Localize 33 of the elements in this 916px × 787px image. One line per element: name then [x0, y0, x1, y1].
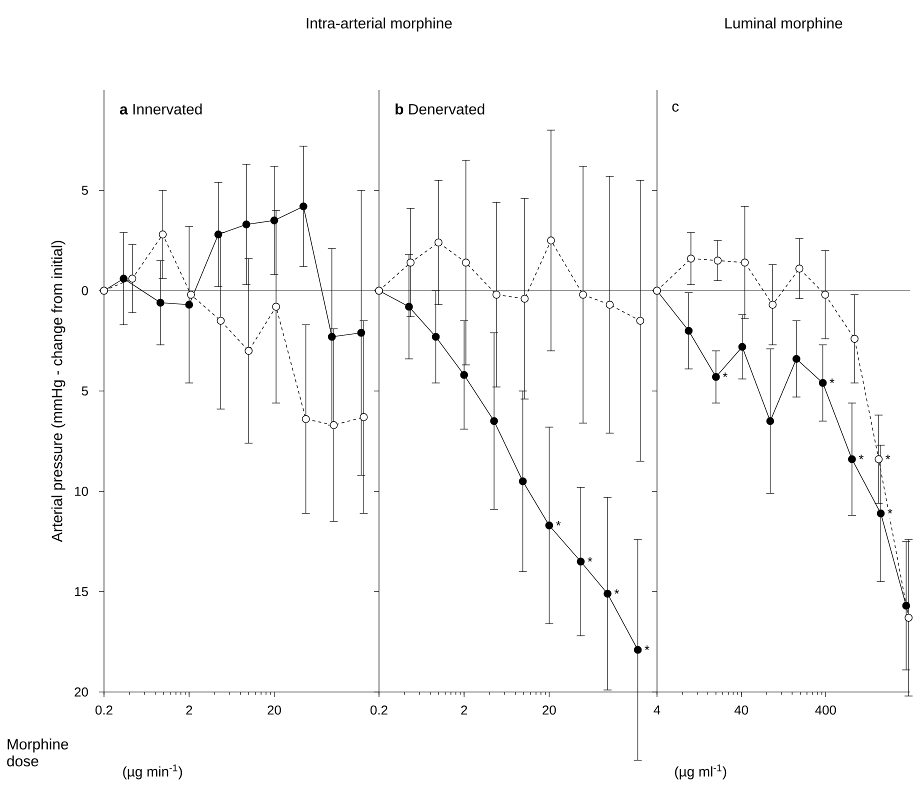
x-tick-label: 2 — [186, 706, 192, 715]
x-tick-label: 4 — [654, 706, 660, 714]
y-tick-label: 15 — [75, 587, 88, 596]
y-tick-label: 0 — [82, 286, 88, 296]
annotation: * — [644, 645, 650, 650]
text: Intra-arterial morphine — [306, 18, 452, 32]
text: a Innervated — [120, 104, 202, 115]
annotation: * — [588, 557, 592, 562]
annotation: * — [614, 589, 620, 594]
x-tick-label: 0.2 — [95, 706, 112, 715]
y-tick-label: 5 — [82, 186, 88, 195]
text: b Denervated — [396, 104, 484, 115]
annotation: * — [830, 378, 834, 384]
annotation: * — [722, 372, 728, 378]
x-axis-title: (µg min$^{-1}$) — [123, 764, 182, 780]
y-tick-label: 20 — [74, 687, 88, 697]
x-tick-label: 40 — [734, 706, 748, 715]
x-tick-label: 20 — [268, 706, 281, 715]
y-axis-title: Arterial pressure (mmHg - change from initial) — [51, 240, 66, 542]
x-tick-label: 20 — [542, 706, 556, 715]
y-tick-label: 10 — [75, 486, 88, 496]
x-tick-label: 0.2 — [370, 706, 388, 715]
text: c — [672, 104, 679, 112]
annotation: * — [886, 454, 890, 460]
annotation: * — [888, 508, 892, 514]
text: Morphine dose — [7, 738, 68, 766]
x-tick-label: 2 — [461, 706, 468, 715]
x-axis-title: (µg ml$^{-1}$) — [675, 764, 726, 780]
text: Luminal morphine — [725, 18, 842, 32]
y-tick-label: 5 — [82, 386, 88, 396]
annotation: * — [858, 454, 864, 460]
x-tick-label: 400 — [815, 706, 836, 715]
annotation: * — [556, 520, 561, 526]
